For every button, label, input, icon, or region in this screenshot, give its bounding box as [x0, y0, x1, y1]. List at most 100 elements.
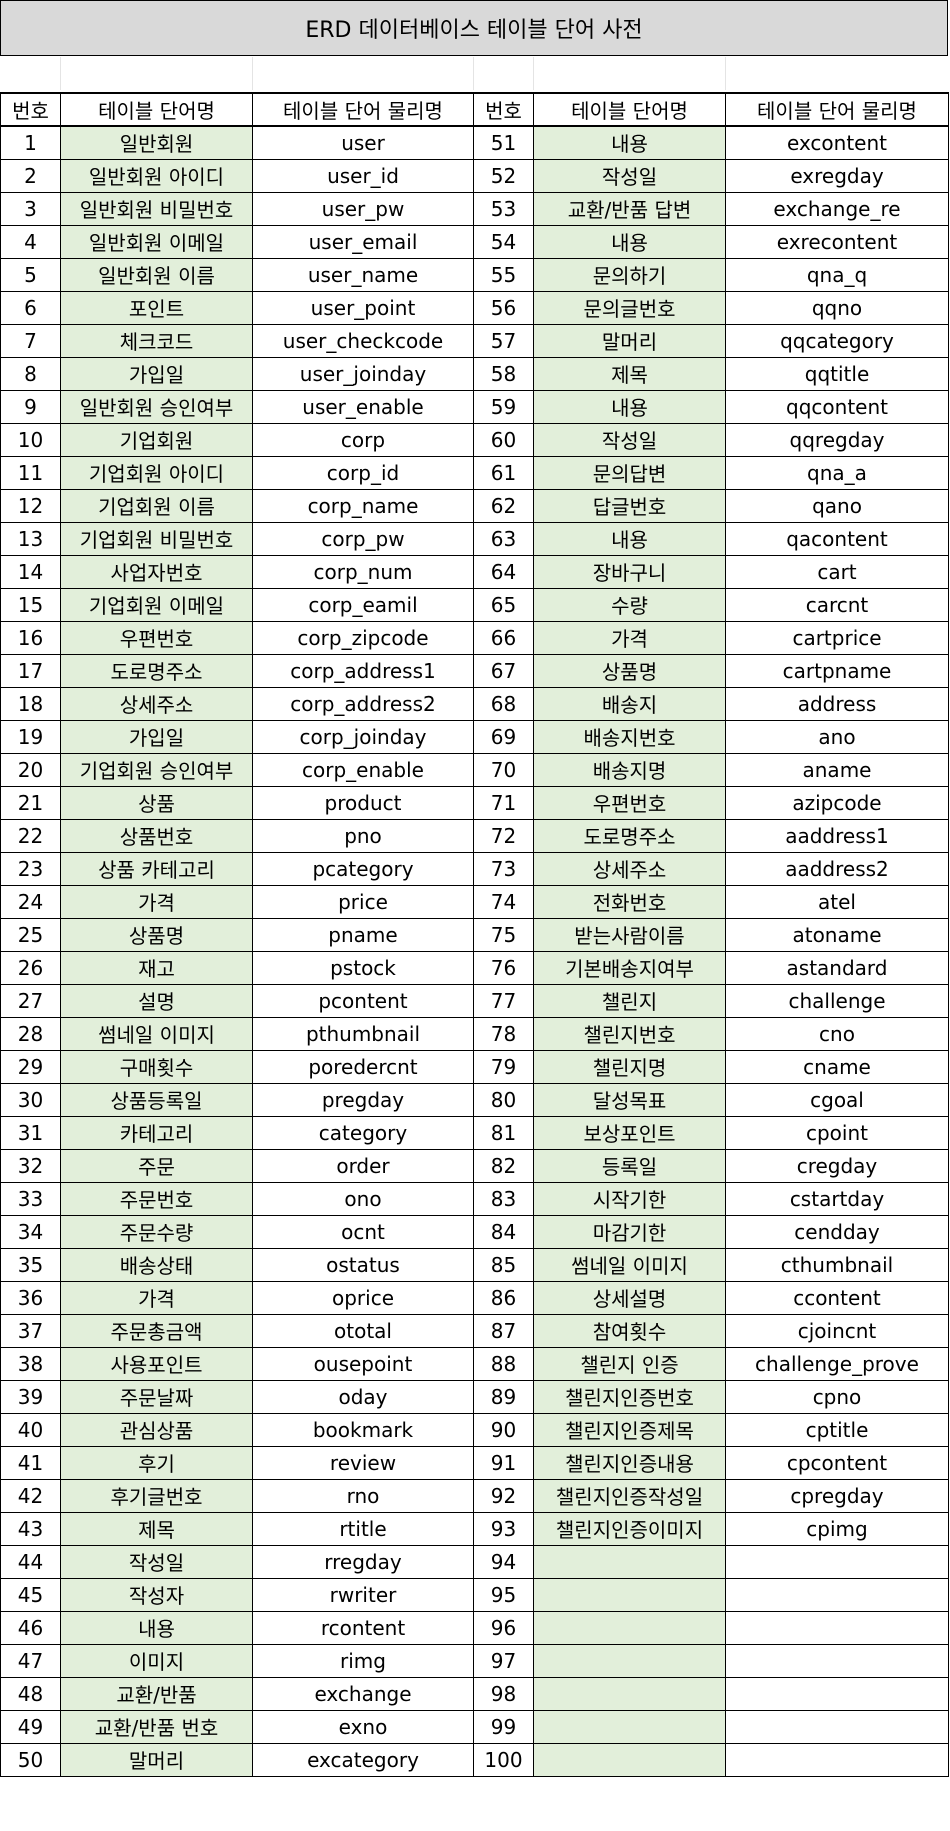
- word-name-cell: 받는사람이름: [533, 917, 726, 952]
- word-name-cell: 문의답변: [533, 455, 726, 490]
- row-number: 31: [0, 1115, 61, 1150]
- table-row: 41 후기 review 91 챌린지인증내용 cpcontent: [0, 1445, 949, 1480]
- table-row: 6 포인트 user_point 56 문의글번호 qqno: [0, 290, 949, 325]
- word-name-cell: 기업회원 아이디: [60, 455, 253, 490]
- table-row: 35 배송상태 ostatus 85 썸네일 이미지 cthumbnail: [0, 1247, 949, 1282]
- word-name-cell: 배송지: [533, 686, 726, 721]
- physical-name-cell: corp_address2: [252, 686, 474, 721]
- word-name-cell: 기업회원 비밀번호: [60, 521, 253, 556]
- table-row: 38 사용포인트 ousepoint 88 챌린지 인증 challenge_prove: [0, 1346, 949, 1381]
- row-number: 13: [0, 521, 61, 556]
- row-number: 98: [473, 1676, 534, 1711]
- table-row: 24 가격 price 74 전화번호 atel: [0, 884, 949, 919]
- word-name-cell: 말머리: [60, 1742, 253, 1777]
- header-word-name: 테이블 단어명: [533, 92, 726, 127]
- word-name-cell: 상품명: [533, 653, 726, 688]
- word-name-cell: 제목: [60, 1511, 253, 1546]
- table-row: 15 기업회원 이메일 corp_eamil 65 수량 carcnt: [0, 587, 949, 622]
- word-name-cell: 주문총금액: [60, 1313, 253, 1348]
- row-number: 94: [473, 1544, 534, 1579]
- word-name-cell: 가격: [533, 620, 726, 655]
- physical-name-cell: user_point: [252, 290, 474, 325]
- word-name-cell: 챌린지번호: [533, 1016, 726, 1051]
- physical-name-cell: [725, 1544, 949, 1579]
- table-row: 36 가격 oprice 86 상세설명 ccontent: [0, 1280, 949, 1315]
- row-number: 7: [0, 323, 61, 358]
- physical-name-cell: pstock: [252, 950, 474, 985]
- word-name-cell: [533, 1643, 726, 1678]
- word-name-cell: 우편번호: [533, 785, 726, 820]
- physical-name-cell: qqno: [725, 290, 949, 325]
- word-name-cell: 가입일: [60, 719, 253, 754]
- table-row: 44 작성일 rregday 94: [0, 1544, 949, 1579]
- physical-name-cell: qano: [725, 488, 949, 523]
- row-number: 34: [0, 1214, 61, 1249]
- row-number: 33: [0, 1181, 61, 1216]
- table-row: 16 우편번호 corp_zipcode 66 가격 cartprice: [0, 620, 949, 655]
- row-number: 58: [473, 356, 534, 391]
- table-row: 4 일반회원 이메일 user_email 54 내용 exrecontent: [0, 224, 949, 259]
- word-name-cell: 장바구니: [533, 554, 726, 589]
- physical-name-cell: ostatus: [252, 1247, 474, 1282]
- physical-name-cell: cpno: [725, 1379, 949, 1414]
- physical-name-cell: category: [252, 1115, 474, 1150]
- word-name-cell: 상품번호: [60, 818, 253, 853]
- word-name-cell: 챌린지 인증: [533, 1346, 726, 1381]
- row-number: 39: [0, 1379, 61, 1414]
- physical-name-cell: qacontent: [725, 521, 949, 556]
- header-number: 번호: [0, 92, 61, 127]
- row-number: 17: [0, 653, 61, 688]
- physical-name-cell: order: [252, 1148, 474, 1183]
- row-number: 19: [0, 719, 61, 754]
- word-name-cell: 이미지: [60, 1643, 253, 1678]
- word-name-cell: 후기: [60, 1445, 253, 1480]
- table-row: 19 가입일 corp_joinday 69 배송지번호 ano: [0, 719, 949, 754]
- word-name-cell: 내용: [533, 125, 726, 160]
- table-row: 9 일반회원 승인여부 user_enable 59 내용 qqcontent: [0, 389, 949, 424]
- row-number: 46: [0, 1610, 61, 1645]
- word-name-cell: 일반회원 아이디: [60, 158, 253, 193]
- row-number: 88: [473, 1346, 534, 1381]
- physical-name-cell: astandard: [725, 950, 949, 985]
- row-number: 28: [0, 1016, 61, 1051]
- word-name-cell: 재고: [60, 950, 253, 985]
- word-name-cell: 작성자: [60, 1577, 253, 1612]
- word-name-cell: 교환/반품 번호: [60, 1709, 253, 1744]
- table-row: 2 일반회원 아이디 user_id 52 작성일 exregday: [0, 158, 949, 193]
- row-number: 78: [473, 1016, 534, 1051]
- physical-name-cell: exchange: [252, 1676, 474, 1711]
- table-row: 13 기업회원 비밀번호 corp_pw 63 내용 qacontent: [0, 521, 949, 556]
- physical-name-cell: qqtitle: [725, 356, 949, 391]
- word-name-cell: 챌린지인증내용: [533, 1445, 726, 1480]
- table-row: 17 도로명주소 corp_address1 67 상품명 cartpname: [0, 653, 949, 688]
- row-number: 43: [0, 1511, 61, 1546]
- physical-name-cell: corp_id: [252, 455, 474, 490]
- word-name-cell: 문의하기: [533, 257, 726, 292]
- physical-name-cell: corp_address1: [252, 653, 474, 688]
- physical-name-cell: pthumbnail: [252, 1016, 474, 1051]
- row-number: 1: [0, 125, 61, 160]
- physical-name-cell: qqcategory: [725, 323, 949, 358]
- word-name-cell: 내용: [533, 521, 726, 556]
- table-row: 23 상품 카테고리 pcategory 73 상세주소 aaddress2: [0, 851, 949, 886]
- word-name-cell: 관심상품: [60, 1412, 253, 1447]
- row-number: 96: [473, 1610, 534, 1645]
- table-row: 12 기업회원 이름 corp_name 62 답글번호 qano: [0, 488, 949, 523]
- physical-name-cell: cpregday: [725, 1478, 949, 1513]
- row-number: 69: [473, 719, 534, 754]
- row-number: 51: [473, 125, 534, 160]
- word-name-cell: 배송상태: [60, 1247, 253, 1282]
- word-name-cell: 상세설명: [533, 1280, 726, 1315]
- row-number: 25: [0, 917, 61, 952]
- word-name-cell: 전화번호: [533, 884, 726, 919]
- physical-name-cell: oday: [252, 1379, 474, 1414]
- physical-name-cell: [725, 1676, 949, 1711]
- word-name-cell: 체크코드: [60, 323, 253, 358]
- table-row: 47 이미지 rimg 97: [0, 1643, 949, 1678]
- row-number: 56: [473, 290, 534, 325]
- word-name-cell: 챌린지인증제목: [533, 1412, 726, 1447]
- row-number: 82: [473, 1148, 534, 1183]
- table-row: 20 기업회원 승인여부 corp_enable 70 배송지명 aname: [0, 752, 949, 787]
- row-number: 86: [473, 1280, 534, 1315]
- word-name-cell: 달성목표: [533, 1082, 726, 1117]
